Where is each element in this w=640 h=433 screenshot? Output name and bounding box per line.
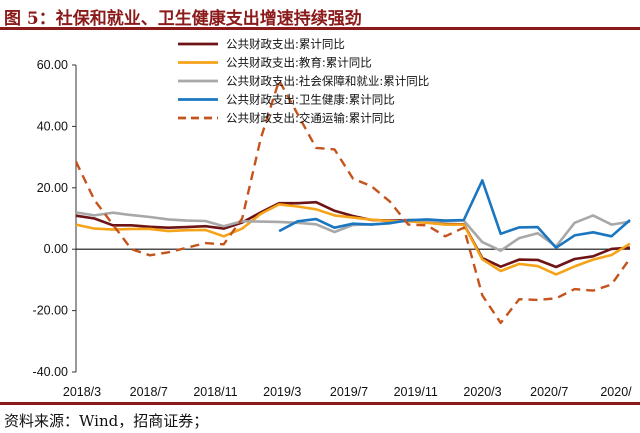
series-layer	[74, 79, 631, 325]
x-tick-label: 2018/11	[193, 385, 237, 399]
y-tick-label: -40.00	[33, 365, 68, 379]
title-bar: 图 5：社保和就业、卫生健康支出增速持续强劲	[0, 0, 640, 30]
y-tick-label: 40.00	[37, 119, 68, 133]
series-line-4	[278, 179, 631, 249]
x-axis: 2018/3 2018/7 2018/11 2019/3 2019/7 2019/11 20…	[63, 248, 632, 399]
y-axis: -40.00 -20.00 0.00 20.00 40.00 60.00	[33, 58, 77, 379]
y-tick-label: 20.00	[37, 181, 68, 195]
y-tick-label: -20.00	[33, 304, 68, 318]
chart-title: 图 5：社保和就业、卫生健康支出增速持续强劲	[4, 9, 362, 29]
legend-label: 公共财政支出:卫生健康:累计同比	[226, 93, 395, 107]
series-line-1	[75, 200, 631, 269]
x-tick-label: 2020/7	[530, 385, 568, 399]
x-tick-label: 2019/3	[263, 385, 301, 399]
x-tick-label: 2019/11	[394, 385, 438, 399]
legend-label: 公共财政支出:交通运输:累计同比	[226, 111, 395, 125]
legend-label: 公共财政支出:累计同比	[226, 37, 345, 51]
x-tick-label: 2018/3	[63, 385, 101, 399]
source-note: 资料来源：Wind，招商证券；	[4, 412, 209, 430]
x-tick-label: 2019/7	[330, 385, 368, 399]
legend-label: 公共财政支出:社会保障和就业:累计同比	[226, 74, 429, 88]
y-tick-label: 0.00	[44, 242, 68, 256]
legend-label: 公共财政支出:教育:累计同比	[226, 56, 372, 70]
x-tick-label: 2020/	[600, 385, 632, 399]
series-line-2	[75, 203, 631, 276]
series-line-5	[74, 79, 631, 325]
source-bar: 资料来源：Wind，招商证券；	[0, 402, 640, 433]
x-tick-label: 2020/3	[463, 385, 501, 399]
x-tick-label: 2018/7	[130, 385, 168, 399]
legend: 公共财政支出:累计同比公共财政支出:教育:累计同比公共财政支出:社会保障和就业:…	[178, 37, 429, 125]
y-tick-label: 60.00	[37, 58, 68, 72]
